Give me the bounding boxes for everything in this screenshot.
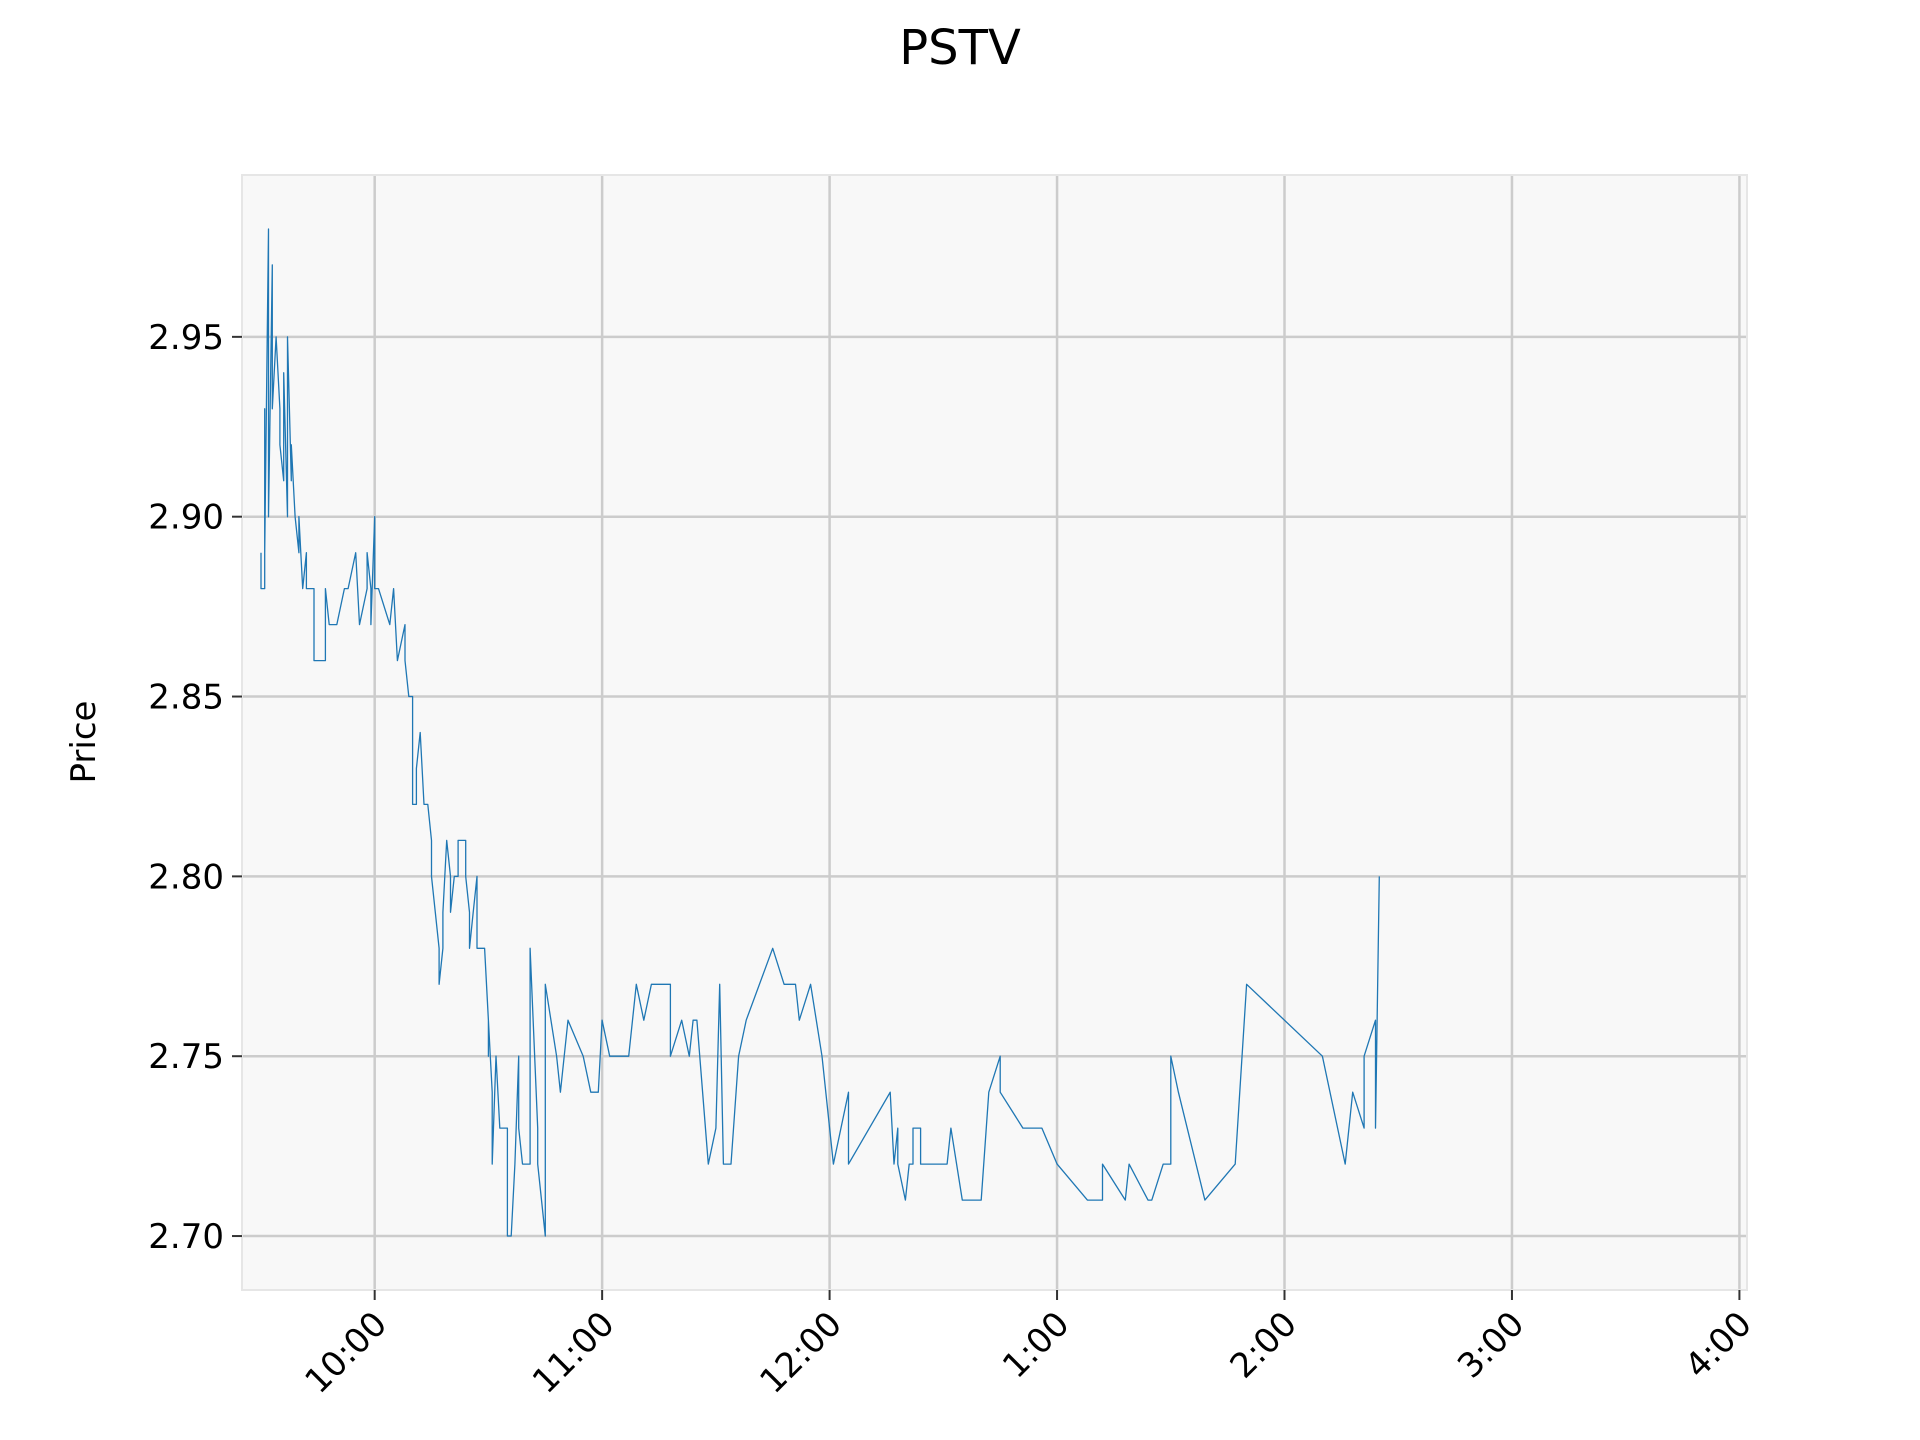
y-tick-label: 2.85: [148, 678, 224, 718]
price-line: [260, 228, 1380, 1237]
y-tick-label: 2.90: [148, 498, 224, 538]
y-tick-label: 2.70: [148, 1217, 224, 1257]
y-axis: 2.70 2.75 2.80 2.85 2.90 2.95: [148, 318, 242, 1257]
plot-frame: [241, 174, 1748, 1291]
x-axis: 10:00 11:00 12:00 1:00 2:00 3:00 4:00: [297, 1290, 1760, 1402]
x-tick-label: 1:00: [995, 1304, 1077, 1386]
y-axis-label: Price: [64, 701, 104, 784]
x-tick-label: 2:00: [1223, 1304, 1305, 1386]
x-tick-label: 10:00: [297, 1304, 395, 1402]
x-tick-label: 4:00: [1678, 1304, 1760, 1386]
x-tick-label: 11:00: [525, 1304, 623, 1402]
y-tick-label: 2.80: [148, 857, 224, 897]
y-tick-label: 2.95: [148, 318, 224, 358]
x-gridlines: [373, 175, 1741, 1290]
y-tick-label: 2.75: [148, 1037, 224, 1077]
x-tick-label: 3:00: [1450, 1304, 1532, 1386]
plot-area: [242, 175, 1747, 1290]
price-series: [260, 228, 1380, 1237]
x-tick-label: 12:00: [752, 1304, 850, 1402]
chart-title: PSTV: [899, 20, 1021, 76]
y-gridlines: [242, 335, 1747, 1238]
